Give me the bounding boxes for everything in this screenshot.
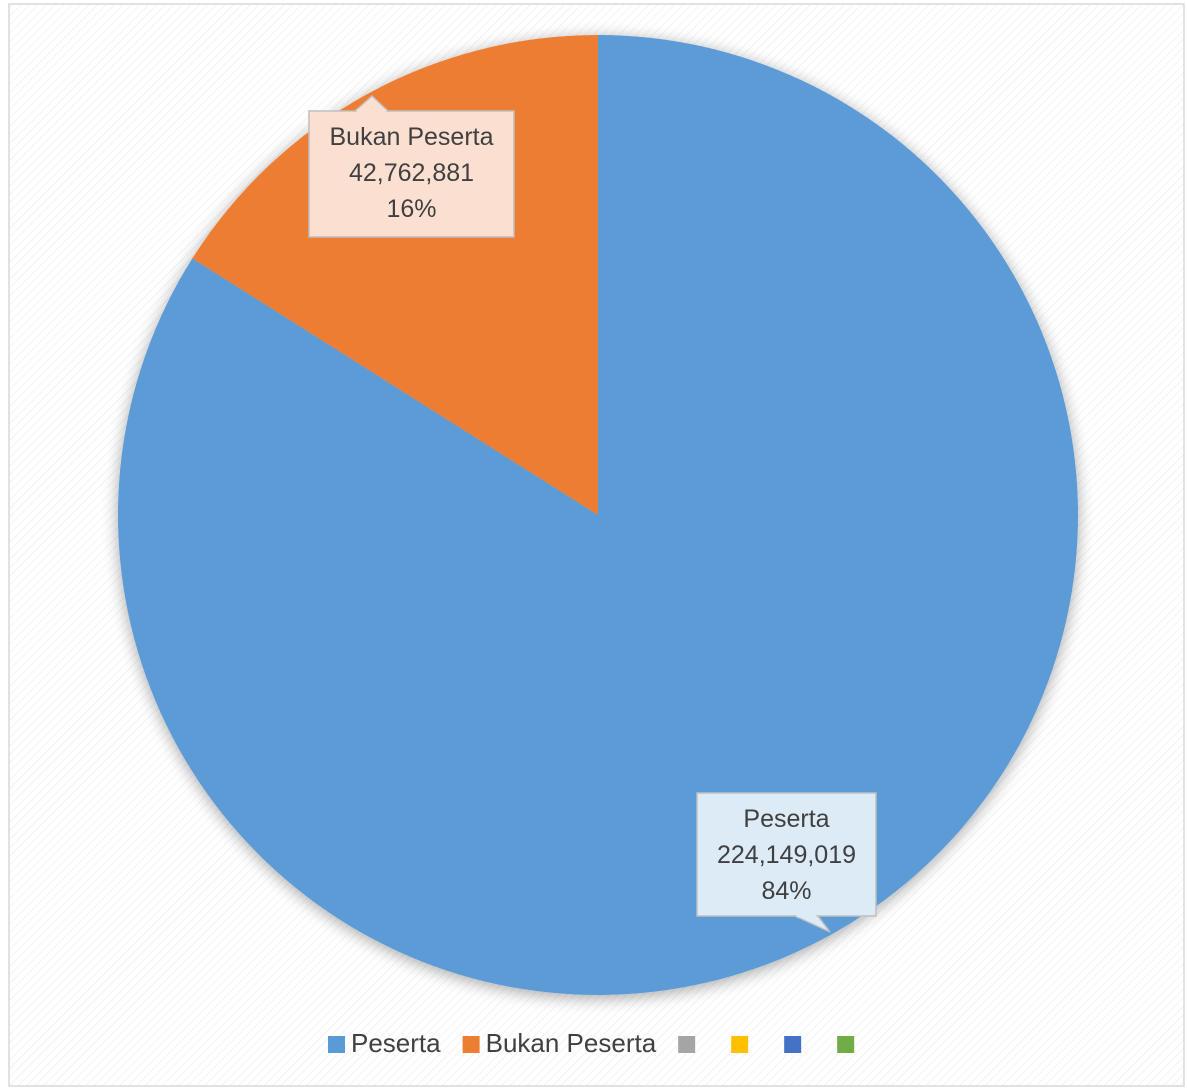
legend-entry-peserta[interactable]: Peserta bbox=[328, 1028, 441, 1058]
legend-label: Peserta bbox=[351, 1028, 441, 1058]
legend-swatch bbox=[462, 1036, 480, 1053]
legend-label: Bukan Peserta bbox=[486, 1028, 657, 1058]
legend-entry-blank-3[interactable] bbox=[731, 1036, 749, 1053]
legend-entry-blank-2[interactable] bbox=[678, 1036, 696, 1053]
legend: Peserta Bukan Peserta bbox=[328, 1028, 855, 1058]
data-label-box bbox=[308, 110, 515, 238]
legend-entry-bukan-peserta[interactable]: Bukan Peserta bbox=[462, 1028, 657, 1058]
legend-swatch bbox=[837, 1036, 855, 1053]
legend-swatch bbox=[731, 1036, 749, 1053]
data-labels: Peserta 224,149,019 84% Bukan Peserta 42,762… bbox=[308, 94, 877, 933]
legend-swatch bbox=[328, 1036, 345, 1053]
data-label-percent: 84% bbox=[761, 877, 811, 905]
data-label-value: 224,149,019 bbox=[717, 841, 856, 869]
legend-swatch bbox=[784, 1036, 802, 1053]
data-label-percent: 16% bbox=[386, 195, 436, 223]
data-label-bukan-peserta: Bukan Peserta 42,762,881 16% bbox=[308, 94, 515, 238]
data-label-value: 42,762,881 bbox=[349, 159, 474, 187]
data-label-box bbox=[696, 792, 877, 917]
pie-slices bbox=[117, 34, 1079, 995]
legend-swatch bbox=[678, 1036, 696, 1053]
data-label-peserta: Peserta 224,149,019 84% bbox=[696, 792, 877, 933]
legend-entry-blank-4[interactable] bbox=[784, 1036, 802, 1053]
data-label-category: Peserta bbox=[743, 805, 829, 833]
legend-entry-blank-5[interactable] bbox=[837, 1036, 855, 1053]
data-label-category: Bukan Peserta bbox=[330, 123, 494, 151]
